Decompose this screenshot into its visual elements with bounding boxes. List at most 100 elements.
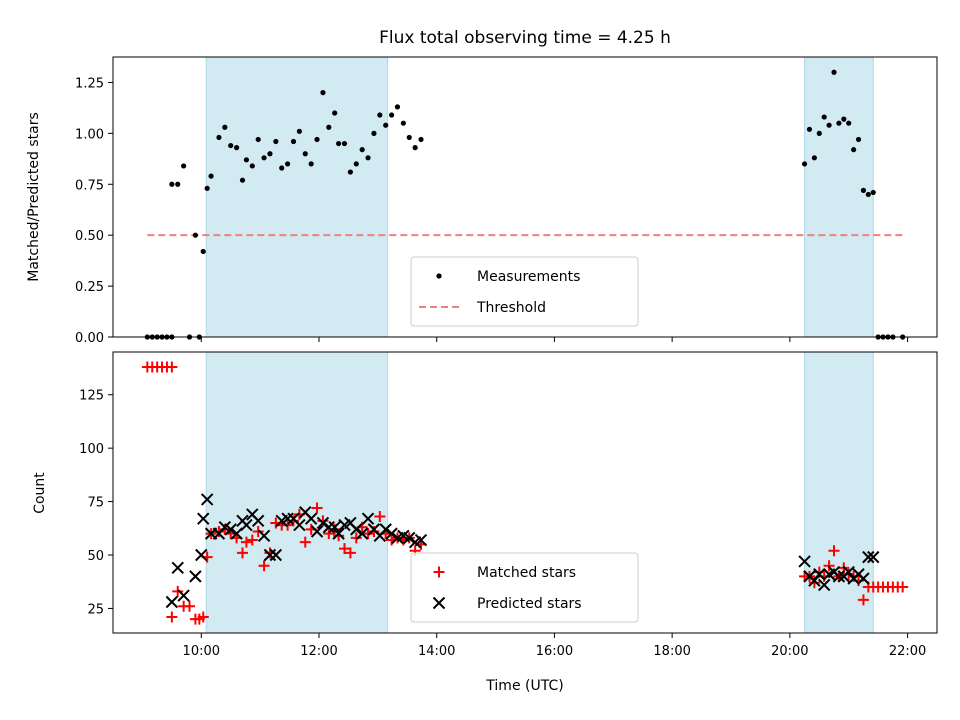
predicted-point [867,550,880,564]
legend-predicted-marker [432,596,446,610]
x-tick-label: 14:00 [418,644,455,659]
predicted-point [293,518,306,532]
predicted-point [304,512,318,525]
measurement-point [801,161,808,167]
measurement-point [836,120,842,126]
predicted-point [197,512,210,525]
matched-point [897,581,909,593]
x-tick-label: 16:00 [536,644,573,659]
y-tick-label: 0.50 [75,229,104,244]
predicted-point [263,548,277,562]
measurement-point [308,161,314,167]
matched-point [213,525,225,537]
predicted-point [251,514,265,528]
legend: Matched stars Predicted stars [410,552,639,623]
measurement-point [383,122,389,128]
measurement-point [831,69,837,75]
measurement-point [326,124,332,130]
measurement-point [208,173,214,179]
measurement-point [336,140,342,147]
measurement-point [249,163,255,169]
y-tick-label: 100 [79,442,104,457]
shaded-interval [205,56,389,338]
measurement-point [192,232,198,238]
matched-point [374,511,386,523]
measurement-point [371,130,377,136]
legend-entry-label: Threshold [476,300,546,316]
matched-point [252,525,264,537]
y-tick-label: 1.25 [75,76,104,91]
measurement-point [826,122,832,128]
predicted-point [813,568,826,581]
legend-entry-label: Predicted stars [477,596,582,612]
chart-title: Flux total observing time = 4.25 h [379,28,671,48]
measurement-point [320,90,326,96]
matched-point [172,585,184,597]
measurement-point [332,110,338,116]
matched-point [166,611,178,623]
matched-point [823,560,835,572]
predicted-point [414,533,428,547]
predicted-point [240,518,253,532]
measurement-point [341,140,348,147]
matched-point [299,536,311,548]
matched-point [236,547,248,559]
predicted-point [832,570,846,583]
measurement-point [388,112,395,118]
legend-entry-label: Measurements [477,269,580,285]
legend-box [410,256,639,327]
predicted-point [328,521,341,534]
matched-point [246,534,258,546]
measurement-point [418,136,424,143]
predicted-point [177,589,190,602]
legend: Measurements Threshold [410,256,639,327]
measurement-point [865,191,871,198]
measurement-point [243,157,250,163]
measurement-point [377,112,383,118]
axes-frame [112,56,938,338]
measurement-point [285,161,291,167]
x-axis-label: Time (UTC) [485,678,563,694]
top-panel: 0.00 0.25 0.50 0.75 1.00 1.25 Measurements Thre… [75,56,938,346]
predicted-point [200,493,214,506]
y-tick-label: 0.75 [75,178,104,193]
measurement-point [200,248,206,255]
measurement-point [169,181,175,187]
predicted-point [165,595,179,609]
matched-point [350,532,362,544]
predicted-point [361,512,375,525]
measurement-point [314,136,320,143]
measurement-point [181,163,187,169]
bottom-ylabel: Count [32,472,48,514]
y-tick-label: 0.25 [75,280,104,295]
predicted-point [195,548,208,562]
measurement-point [400,120,406,126]
measurement-point [302,151,308,157]
measurement-point [261,155,267,161]
y-tick-label: 0.00 [75,331,104,346]
measurement-point [406,134,412,141]
y-tick-label: 75 [87,496,104,511]
predicted-point [379,523,392,536]
matched-point [362,528,374,540]
matched-point [317,515,329,527]
x-tick-label: 18:00 [653,644,690,659]
legend-measurement-marker [436,273,442,279]
measurement-point [846,120,852,126]
measurement-point [365,155,371,161]
measurement-point [273,138,279,145]
axes-frame [112,351,938,634]
measurement-point [296,128,302,134]
measurement-point [353,161,359,167]
measurement-point [806,126,813,132]
measurement-point [860,187,867,193]
predicted-point [808,574,821,587]
shaded-interval [205,351,389,634]
measurement-point [267,151,273,157]
predicted-point [842,565,855,579]
y-tick-label: 125 [79,389,104,404]
matched-point [339,543,351,555]
matched-point [184,600,196,612]
measurement-point [234,145,240,151]
